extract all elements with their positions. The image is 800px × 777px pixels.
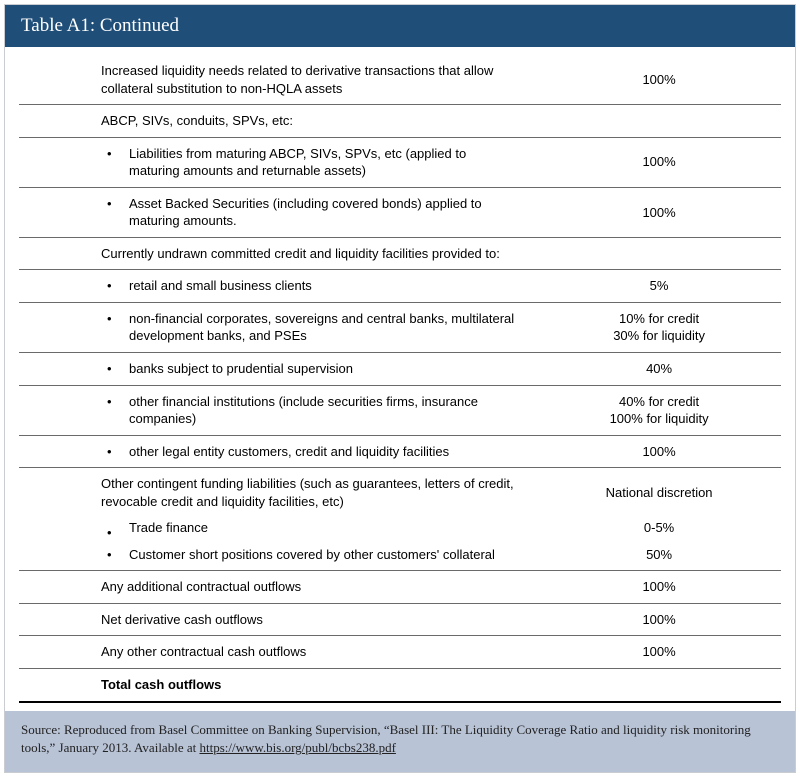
table-row: • retail and small business clients 5% xyxy=(19,270,781,303)
row-label: Currently undrawn committed credit and l… xyxy=(19,237,537,270)
row-value: 100% xyxy=(537,571,781,604)
row-label: Increased liquidity needs related to der… xyxy=(19,55,537,105)
table-row: Any other contractual cash outflows 100% xyxy=(19,636,781,669)
table-row: Other contingent funding liabilities (su… xyxy=(19,468,781,518)
row-label: • non-financial corporates, sovereigns a… xyxy=(19,302,537,352)
bullet-icon: • xyxy=(107,145,112,163)
table-row: Increased liquidity needs related to der… xyxy=(19,55,781,105)
source-note: Source: Reproduced from Basel Committee … xyxy=(5,711,795,773)
outflows-table: Increased liquidity needs related to der… xyxy=(19,55,781,703)
bullet-icon: • xyxy=(107,195,112,213)
table-row: • banks subject to prudential supervisio… xyxy=(19,353,781,386)
table-row: Net derivative cash outflows 100% xyxy=(19,603,781,636)
table-container: Table A1: Continued Increased liquidity … xyxy=(4,4,796,773)
row-label: Any other contractual cash outflows xyxy=(19,636,537,669)
table-row: • Asset Backed Securities (including cov… xyxy=(19,187,781,237)
bullet-icon: • xyxy=(107,443,112,461)
row-label: • Liabilities from maturing ABCP, SIVs, … xyxy=(19,137,537,187)
row-label: • Trade finance xyxy=(19,517,537,539)
table-body-wrap: Increased liquidity needs related to der… xyxy=(5,47,795,711)
row-value: 0-5% xyxy=(537,517,781,539)
row-label: Any additional contractual outflows xyxy=(19,571,537,604)
row-label: Net derivative cash outflows xyxy=(19,603,537,636)
bullet-icon: • xyxy=(107,393,112,411)
row-label: Total cash outflows xyxy=(19,669,537,702)
table-row: • Customer short positions covered by ot… xyxy=(19,539,781,571)
table-row: • Trade finance 0-5% xyxy=(19,517,781,539)
row-label: • Asset Backed Securities (including cov… xyxy=(19,187,537,237)
row-value: 100% xyxy=(537,187,781,237)
row-label: • Customer short positions covered by ot… xyxy=(19,539,537,571)
row-label: • other legal entity customers, credit a… xyxy=(19,435,537,468)
row-value: 100% xyxy=(537,435,781,468)
table-row-total: Total cash outflows xyxy=(19,669,781,702)
row-label: • banks subject to prudential supervisio… xyxy=(19,353,537,386)
row-value: 40% for credit 100% for liquidity xyxy=(537,385,781,435)
table-row: ABCP, SIVs, conduits, SPVs, etc: xyxy=(19,105,781,138)
source-link[interactable]: https://www.bis.org/publ/bcbs238.pdf xyxy=(199,740,395,755)
bullet-icon: • xyxy=(107,310,112,328)
table-row: Currently undrawn committed credit and l… xyxy=(19,237,781,270)
row-label: • other financial institutions (include … xyxy=(19,385,537,435)
row-value xyxy=(537,105,781,138)
row-value: 5% xyxy=(537,270,781,303)
table-row: • Liabilities from maturing ABCP, SIVs, … xyxy=(19,137,781,187)
table-title: Table A1: Continued xyxy=(5,5,795,47)
bullet-icon: • xyxy=(107,546,112,564)
table-row: • other legal entity customers, credit a… xyxy=(19,435,781,468)
row-value: 10% for credit 30% for liquidity xyxy=(537,302,781,352)
table-row: Any additional contractual outflows 100% xyxy=(19,571,781,604)
row-value: 100% xyxy=(537,636,781,669)
bullet-icon: • xyxy=(107,277,112,295)
table-row: • non-financial corporates, sovereigns a… xyxy=(19,302,781,352)
row-value xyxy=(537,237,781,270)
row-value xyxy=(537,669,781,702)
row-value: 100% xyxy=(537,137,781,187)
row-label: Other contingent funding liabilities (su… xyxy=(19,468,537,518)
table-row: • other financial institutions (include … xyxy=(19,385,781,435)
row-value: 50% xyxy=(537,539,781,571)
bullet-icon: • xyxy=(107,360,112,378)
row-value: 40% xyxy=(537,353,781,386)
row-value: 100% xyxy=(537,55,781,105)
row-value: 100% xyxy=(537,603,781,636)
row-label: ABCP, SIVs, conduits, SPVs, etc: xyxy=(19,105,537,138)
row-label: • retail and small business clients xyxy=(19,270,537,303)
row-value: National discretion xyxy=(537,468,781,518)
